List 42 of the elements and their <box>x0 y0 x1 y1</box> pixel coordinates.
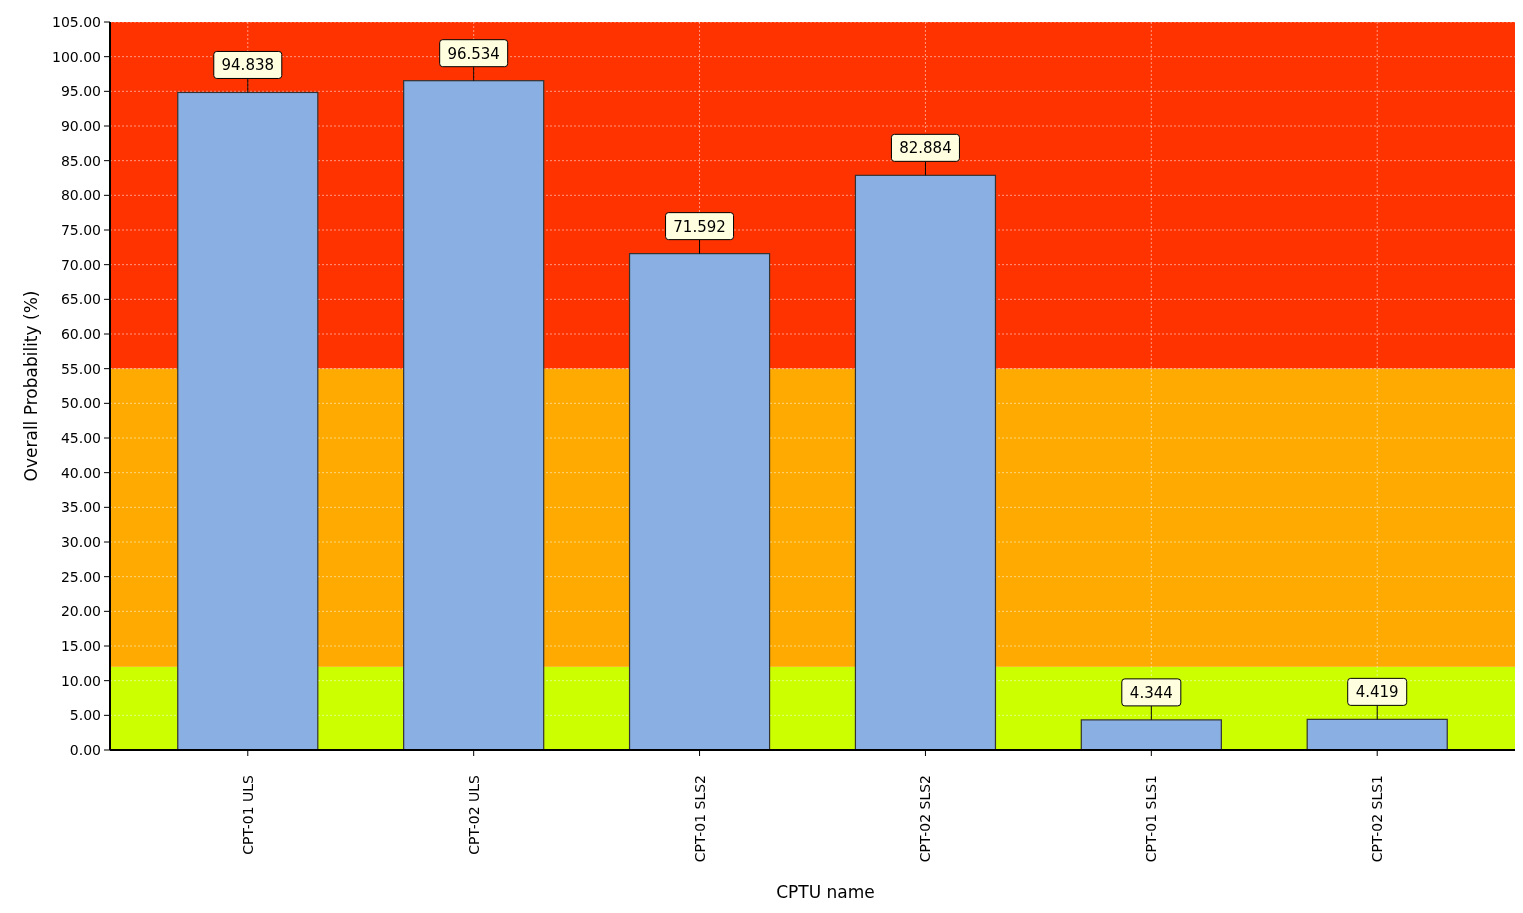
bar <box>1080 719 1222 751</box>
y-tick-label: 5.00 <box>69 707 101 724</box>
y-tick-label: 45.00 <box>60 429 101 446</box>
data-label: 96.534 <box>447 44 500 63</box>
y-tick-label: 35.00 <box>60 499 101 516</box>
data-label: 82.884 <box>899 139 952 158</box>
y-tick-label: 50.00 <box>60 395 101 412</box>
bar <box>403 80 545 751</box>
data-label: 4.344 <box>1129 683 1173 702</box>
x-tick-label: CPT-01 SLS2 <box>691 775 708 863</box>
y-tick-label: 60.00 <box>60 325 101 342</box>
bar <box>1306 718 1448 751</box>
y-tick-label: 25.00 <box>60 568 101 585</box>
y-tick-label: 85.00 <box>60 152 101 169</box>
y-tick-label: 95.00 <box>60 83 101 100</box>
y-tick-label: 55.00 <box>60 360 101 377</box>
y-tick-label: 30.00 <box>60 533 101 550</box>
x-tick-label: CPT-02 SLS1 <box>1369 775 1386 863</box>
y-axis-title: Overall Probability (%) <box>21 290 41 482</box>
x-tick-label: CPT-01 SLS1 <box>1143 775 1160 863</box>
y-tick-label: 80.00 <box>60 187 101 204</box>
data-label: 71.592 <box>673 217 726 236</box>
data-label: 94.838 <box>221 56 275 75</box>
y-tick-label: 105.00 <box>52 13 101 30</box>
y-tick-label: 20.00 <box>60 603 101 620</box>
y-tick-label: 90.00 <box>60 117 101 134</box>
x-axis-title: CPTU name <box>776 882 875 902</box>
y-tick-label: 0.00 <box>69 741 101 758</box>
y-tick-label: 75.00 <box>60 221 101 238</box>
y-tick-label: 100.00 <box>52 48 101 65</box>
bar <box>628 253 771 751</box>
data-label: 4.419 <box>1355 683 1399 702</box>
y-tick-label: 15.00 <box>60 637 101 654</box>
x-tick-label: CPT-01 ULS <box>239 774 256 855</box>
bar <box>177 91 319 751</box>
bar <box>854 174 997 751</box>
y-tick-label: 40.00 <box>60 464 101 481</box>
y-tick-label: 65.00 <box>60 291 101 308</box>
y-tick-label: 10.00 <box>60 672 101 689</box>
x-tick-label: CPT-02 ULS <box>465 774 482 855</box>
y-tick-label: 70.00 <box>60 256 101 273</box>
x-tick-label: CPT-02 SLS2 <box>917 775 934 863</box>
